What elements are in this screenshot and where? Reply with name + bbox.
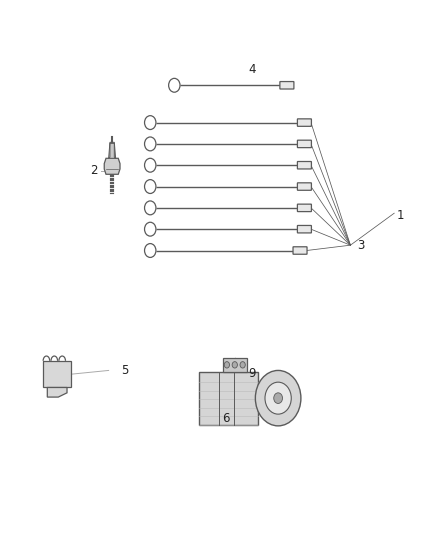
FancyBboxPatch shape (223, 358, 247, 372)
Circle shape (240, 361, 245, 368)
Text: 3: 3 (358, 239, 365, 252)
Text: 5: 5 (121, 364, 128, 377)
Text: 1: 1 (397, 209, 405, 222)
Circle shape (255, 370, 301, 426)
Polygon shape (199, 372, 258, 425)
Circle shape (265, 382, 291, 414)
Text: 6: 6 (222, 412, 230, 425)
Circle shape (274, 393, 283, 403)
FancyBboxPatch shape (280, 82, 294, 89)
Text: 4: 4 (248, 63, 256, 76)
FancyBboxPatch shape (297, 225, 311, 233)
Polygon shape (47, 387, 67, 397)
FancyBboxPatch shape (297, 140, 311, 148)
Polygon shape (109, 142, 116, 158)
Text: 2: 2 (90, 164, 98, 177)
FancyBboxPatch shape (43, 361, 71, 387)
FancyBboxPatch shape (297, 183, 311, 190)
Text: 9: 9 (248, 367, 256, 379)
FancyBboxPatch shape (293, 247, 307, 254)
FancyBboxPatch shape (297, 161, 311, 169)
Polygon shape (104, 158, 120, 174)
FancyBboxPatch shape (297, 204, 311, 212)
Circle shape (224, 361, 230, 368)
Circle shape (232, 361, 237, 368)
FancyBboxPatch shape (297, 119, 311, 126)
